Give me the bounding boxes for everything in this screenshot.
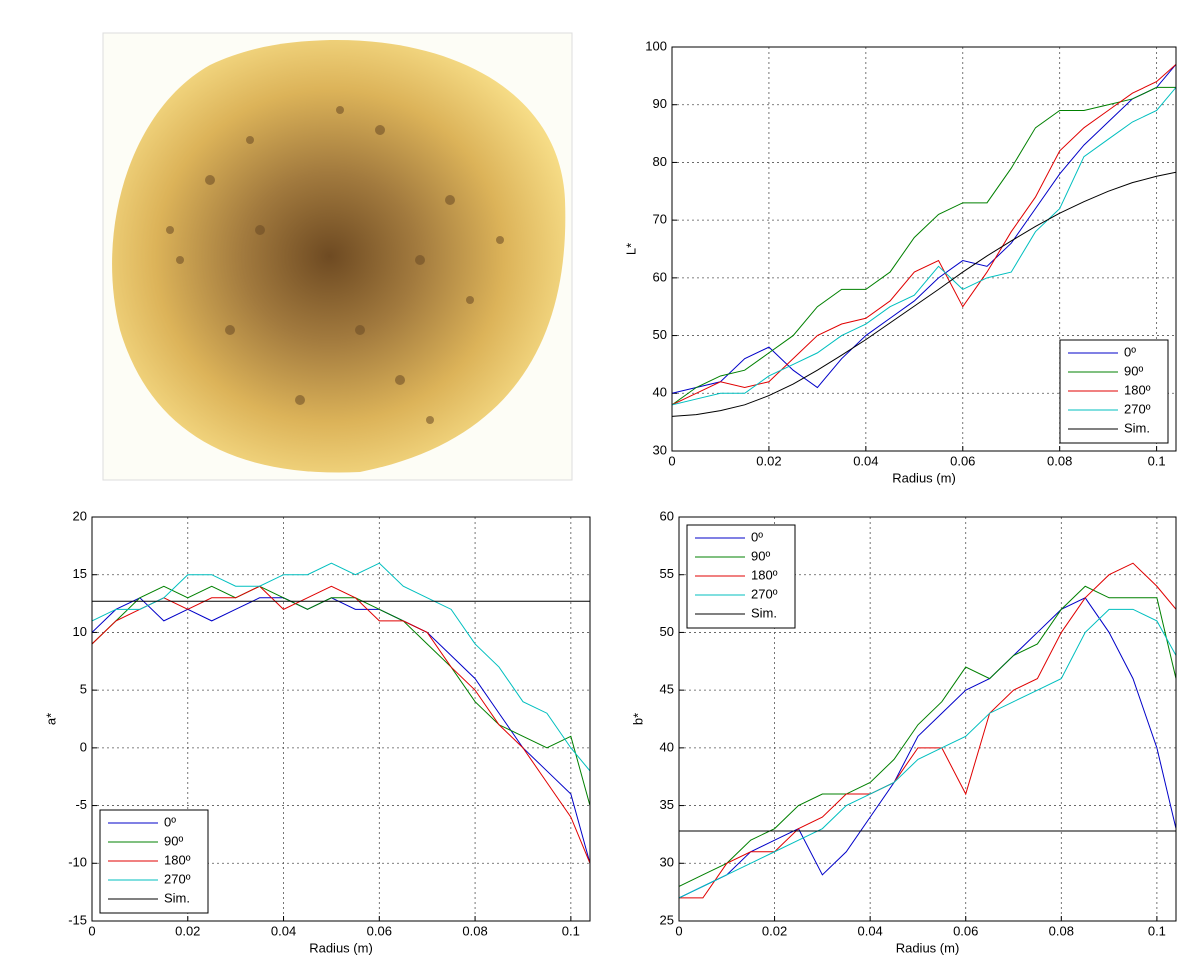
- y-axis-label: a*: [43, 713, 58, 725]
- legend-label: 0º: [1124, 344, 1136, 359]
- y-tick-label: 50: [660, 624, 674, 639]
- y-tick-label: 70: [653, 212, 667, 227]
- legend-label: 270º: [1124, 401, 1151, 416]
- legend-label: 0º: [751, 529, 763, 544]
- y-tick-label: 10: [73, 624, 87, 639]
- y-axis-label: b*: [630, 713, 645, 725]
- y-tick-label: -15: [68, 912, 87, 927]
- x-axis-label: Radius (m): [892, 470, 956, 485]
- legend-label: 90º: [1124, 363, 1143, 378]
- legend-label: Sim.: [751, 605, 777, 620]
- series-line: [92, 585, 590, 864]
- y-tick-label: 0: [80, 739, 87, 754]
- axes-frame: [671, 46, 1177, 452]
- series-line: [92, 585, 590, 806]
- x-tick-label: 0.06: [950, 453, 975, 468]
- x-tick-label: 0.06: [367, 923, 392, 938]
- y-tick-label: 100: [645, 38, 667, 53]
- y-tick-label: -10: [68, 855, 87, 870]
- legend-label: 180º: [164, 852, 191, 867]
- x-tick-label: 0: [88, 923, 95, 938]
- x-tick-label: 0.08: [1049, 923, 1074, 938]
- legend: 0º 90º 180º 270º Sim.: [99, 809, 209, 914]
- y-tick-label: 5: [80, 682, 87, 697]
- y-tick-label: 80: [653, 154, 667, 169]
- legend-label: 270º: [751, 586, 778, 601]
- legend-label: 180º: [751, 567, 778, 582]
- series-line: [679, 597, 1176, 899]
- photo: [102, 32, 573, 481]
- series-line: [672, 86, 1176, 406]
- legend-label: 90º: [164, 833, 183, 848]
- x-axis-label: Radius (m): [309, 940, 373, 955]
- series-line: [679, 585, 1176, 887]
- legend-label: 0º: [164, 814, 176, 829]
- y-tick-label: 30: [653, 442, 667, 457]
- x-tick-label: 0.08: [1047, 453, 1072, 468]
- legend-label: Sim.: [164, 890, 190, 905]
- y-tick-label: 60: [653, 269, 667, 284]
- x-tick-label: 0: [668, 453, 675, 468]
- y-tick-label: 55: [660, 566, 674, 581]
- line-chart: 0 0.02 0.04 0.06 0.08 0.1 -15 -10 -5 0 5 10 15 20 Radi…: [43, 508, 591, 955]
- axes-frame: [91, 516, 591, 922]
- legend-label: 90º: [751, 548, 770, 563]
- x-tick-label: 0.1: [1148, 453, 1166, 468]
- y-axis-label: L*: [623, 243, 638, 255]
- x-tick-label: 0.08: [462, 923, 487, 938]
- y-tick-label: 40: [660, 739, 674, 754]
- x-tick-label: 0.06: [953, 923, 978, 938]
- x-tick-label: 0.04: [271, 923, 296, 938]
- x-tick-label: 0.02: [756, 453, 781, 468]
- x-axis-label: Radius (m): [896, 940, 960, 955]
- line-chart: 0 0.02 0.04 0.06 0.08 0.1 30 40 50 60 70 80 90 100 Rad…: [623, 38, 1177, 485]
- legend: 0º 90º 180º 270º Sim.: [686, 524, 796, 629]
- series-line: [679, 608, 1176, 899]
- legend-label: 180º: [1124, 382, 1151, 397]
- series-line: [679, 562, 1176, 899]
- line-chart: 0 0.02 0.04 0.06 0.08 0.1 25 30 35 40 45 50 55 60 Radi…: [630, 508, 1177, 955]
- legend-label: Sim.: [1124, 420, 1150, 435]
- axes-frame: [678, 516, 1177, 922]
- series-line: [672, 171, 1176, 417]
- y-tick-label: 50: [653, 327, 667, 342]
- y-tick-label: 25: [660, 912, 674, 927]
- y-tick-label: 15: [73, 566, 87, 581]
- x-tick-label: 0.02: [762, 923, 787, 938]
- x-tick-label: 0.02: [175, 923, 200, 938]
- series-line: [672, 87, 1176, 406]
- y-tick-label: 30: [660, 855, 674, 870]
- x-tick-label: 0.04: [853, 453, 878, 468]
- y-tick-label: 40: [653, 385, 667, 400]
- x-tick-label: 0.1: [562, 923, 580, 938]
- photo-disc: [112, 39, 566, 473]
- series-line: [92, 562, 590, 772]
- y-tick-label: 35: [660, 797, 674, 812]
- x-tick-label: 0: [675, 923, 682, 938]
- y-tick-label: 60: [660, 508, 674, 523]
- x-tick-label: 0.1: [1148, 923, 1166, 938]
- legend: 0º 90º 180º 270º Sim.: [1059, 339, 1169, 444]
- y-tick-label: 45: [660, 682, 674, 697]
- y-tick-label: 90: [653, 96, 667, 111]
- y-tick-label: 20: [73, 508, 87, 523]
- legend-label: 270º: [164, 871, 191, 886]
- y-tick-label: -5: [75, 797, 87, 812]
- photo-spots: [166, 106, 504, 424]
- x-tick-label: 0.04: [857, 923, 882, 938]
- series-line: [672, 63, 1176, 394]
